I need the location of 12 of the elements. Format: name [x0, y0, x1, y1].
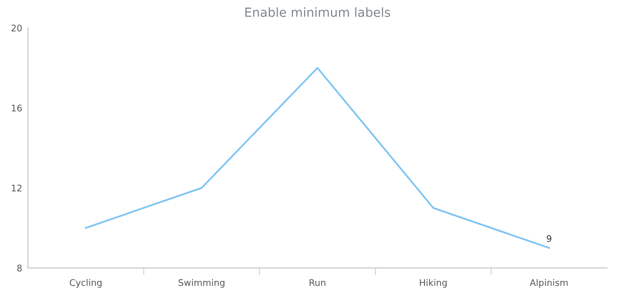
x-tick-label: Hiking [420, 279, 447, 288]
y-tick-label: 8 [17, 264, 22, 272]
x-tick-label: Run [310, 279, 326, 286]
y-tick-label: 20 [12, 24, 22, 32]
y-tick-label: 12 [12, 184, 22, 192]
chart-title: Enable minimum labels [245, 7, 390, 17]
data-label: 9 [546, 235, 552, 242]
y-tick-label: 16 [12, 104, 22, 112]
line-series [84, 67, 550, 249]
x-tick-label: Alpinism [530, 279, 568, 288]
x-tick-label: Swimming [178, 279, 224, 288]
x-tick-label: Cycling [70, 279, 102, 288]
